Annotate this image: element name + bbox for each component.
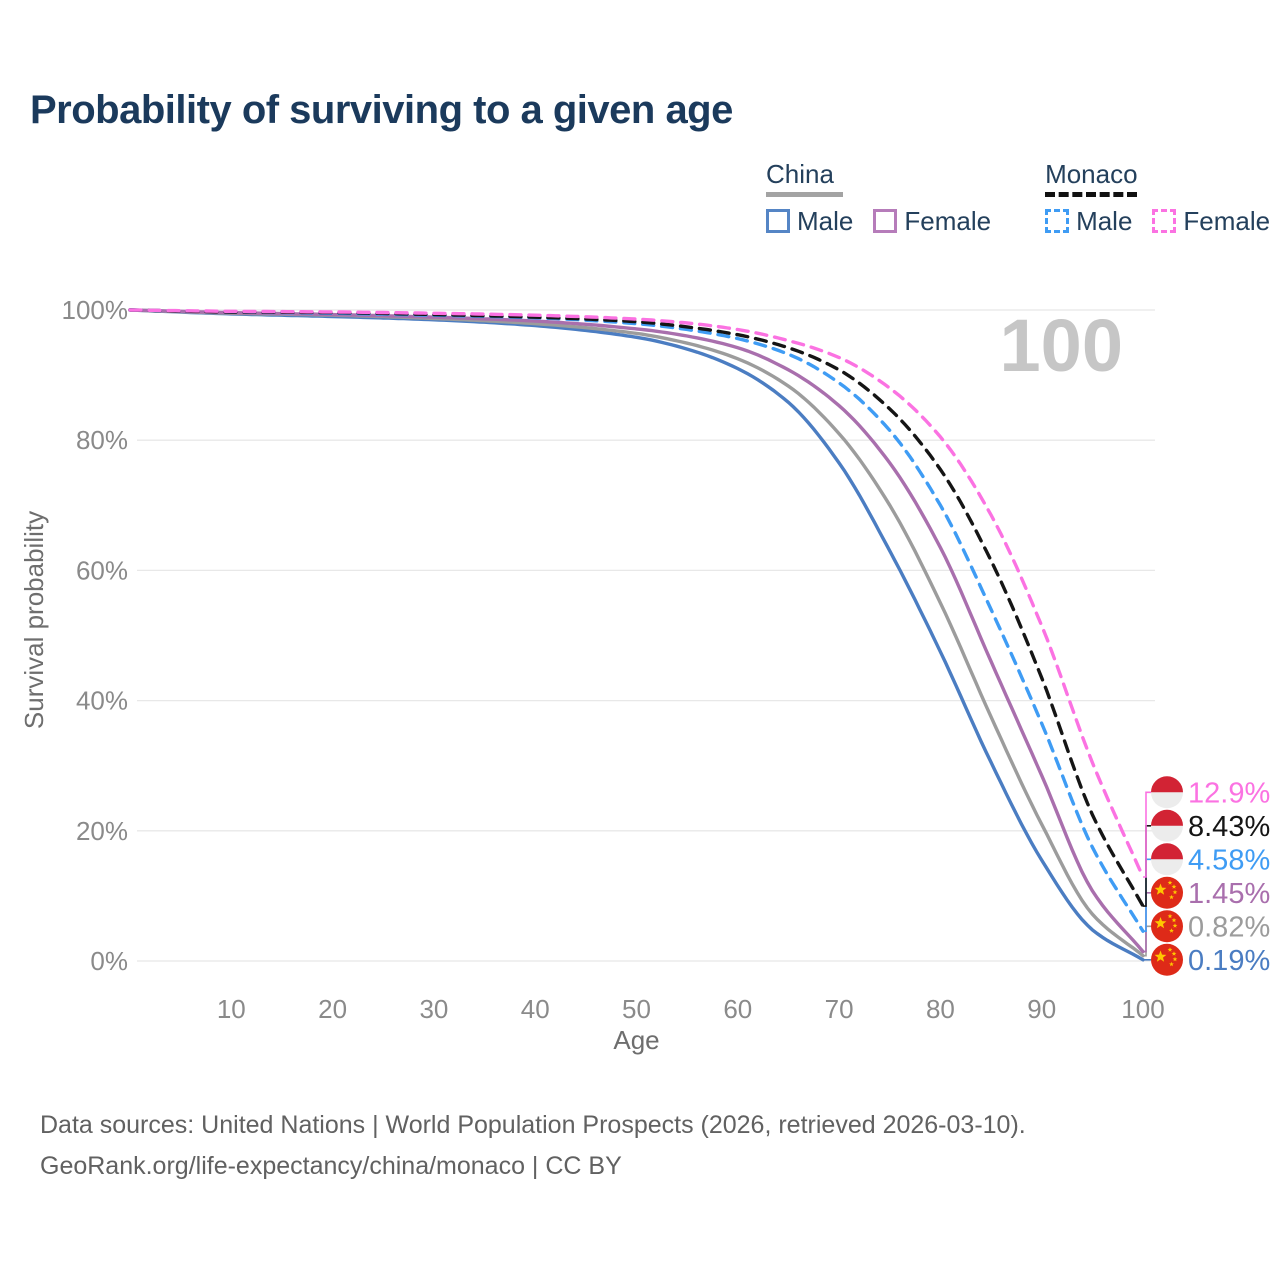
y-tick-label: 0% xyxy=(90,946,128,976)
end-label-china-female: 1.45% xyxy=(1188,878,1270,910)
y-tick-label: 40% xyxy=(76,686,128,716)
legend-item-monaco-male[interactable]: Male xyxy=(1045,206,1132,237)
end-label-connector-monaco-male xyxy=(1143,858,1151,932)
x-tick-label: 50 xyxy=(622,994,651,1024)
y-axis-title: Survival probability xyxy=(19,511,49,729)
legend-label-china-male: Male xyxy=(797,205,854,236)
end-label-china-male: 0.19% xyxy=(1188,945,1270,977)
series-line-china-female[interactable] xyxy=(128,308,1145,954)
legend-item-china-female[interactable]: Female xyxy=(873,206,991,237)
y-tick-label: 100% xyxy=(62,295,129,325)
legend-swatch-china-male xyxy=(766,209,790,234)
legend-group-label-monaco: Monaco xyxy=(1045,159,1138,189)
y-tick-label: 20% xyxy=(76,816,128,846)
legend-item-china-male[interactable]: Male xyxy=(766,206,853,237)
china-flag-icon xyxy=(1151,943,1183,976)
monaco-flag-icon xyxy=(1151,809,1183,842)
end-label-monaco-female: 12.9% xyxy=(1188,777,1270,809)
legend-group-china: China Male Female xyxy=(766,160,991,237)
legend-label-monaco-female: Female xyxy=(1183,205,1271,236)
legend-group-linestyle-china xyxy=(766,191,843,197)
series-line-china-male[interactable] xyxy=(128,308,1145,962)
end-label-monaco: 8.43% xyxy=(1188,811,1270,843)
legend-label-china-female: Female xyxy=(904,205,992,236)
x-tick-label: 70 xyxy=(825,994,854,1024)
x-tick-label: 30 xyxy=(419,994,448,1024)
age-watermark: 100 xyxy=(1000,304,1123,387)
legend-swatch-monaco-female xyxy=(1152,209,1177,234)
x-tick-label: 100 xyxy=(1121,994,1164,1024)
monaco-flag-icon xyxy=(1151,843,1183,876)
y-tick-label: 80% xyxy=(76,425,128,455)
footer-source-line: Data sources: United Nations | World Pop… xyxy=(40,1111,1026,1139)
china-flag-icon xyxy=(1151,910,1183,943)
legend: China Male Female Monaco Male Female xyxy=(766,160,1270,237)
end-label-monaco-male: 4.58% xyxy=(1188,844,1270,876)
legend-group-monaco: Monaco Male Female xyxy=(1045,160,1270,237)
legend-swatch-monaco-male xyxy=(1045,209,1070,234)
x-tick-label: 10 xyxy=(217,994,246,1024)
page-title: Probability of surviving to a given age xyxy=(30,88,733,132)
series-line-monaco-female[interactable] xyxy=(128,308,1145,879)
series-line-china[interactable] xyxy=(128,308,1145,958)
series-line-monaco[interactable] xyxy=(128,308,1145,908)
legend-swatch-china-female xyxy=(873,209,898,234)
legend-item-monaco-female[interactable]: Female xyxy=(1152,206,1270,237)
legend-group-label-china: China xyxy=(766,159,834,189)
end-label-connector-china-female xyxy=(1143,892,1151,953)
legend-group-linestyle-monaco xyxy=(1045,191,1138,197)
end-label-connector-monaco xyxy=(1143,825,1151,907)
x-tick-label: 60 xyxy=(723,994,752,1024)
y-tick-label: 60% xyxy=(76,555,128,585)
end-label-china: 0.82% xyxy=(1188,911,1270,943)
x-tick-label: 80 xyxy=(926,994,955,1024)
end-label-connector-monaco-female xyxy=(1143,791,1151,878)
china-flag-icon xyxy=(1151,876,1183,909)
x-axis-title: Age xyxy=(613,1025,659,1055)
legend-label-monaco-male: Male xyxy=(1076,205,1133,236)
x-tick-label: 40 xyxy=(521,994,550,1024)
monaco-flag-icon xyxy=(1151,776,1183,809)
footer-license-line: GeoRank.org/life-expectancy/china/monaco… xyxy=(40,1152,622,1180)
x-tick-label: 20 xyxy=(318,994,347,1024)
x-tick-label: 90 xyxy=(1027,994,1056,1024)
footer: Data sources: United Nations | World Pop… xyxy=(40,1105,1026,1187)
series-line-monaco-male[interactable] xyxy=(128,308,1145,933)
